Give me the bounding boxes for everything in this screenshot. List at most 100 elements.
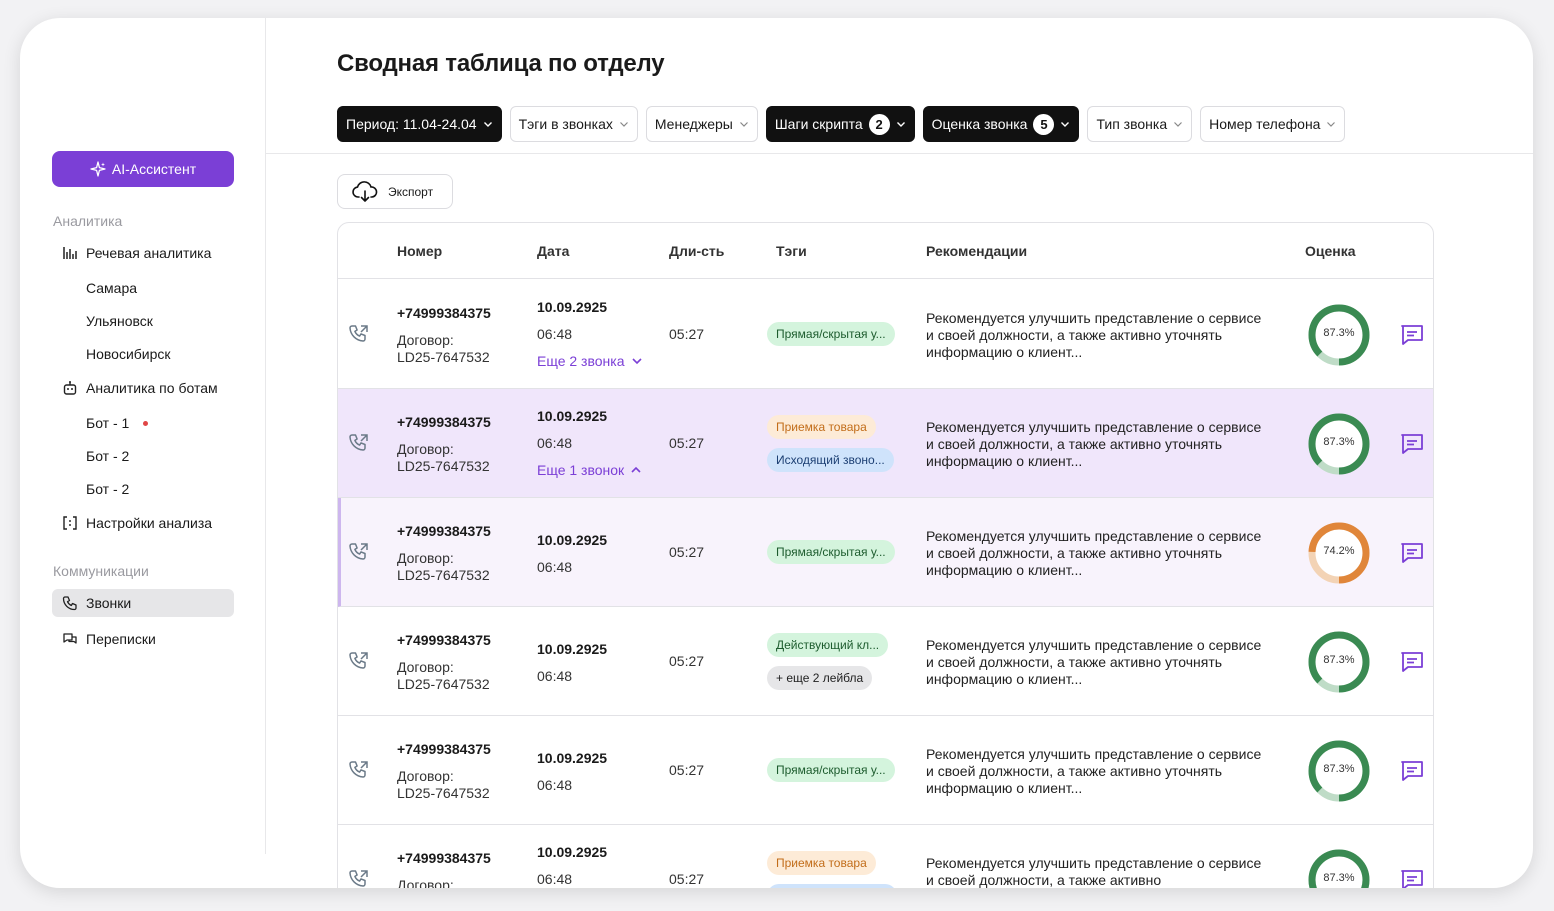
chevron-down-icon [739,122,748,127]
filter-call-type[interactable]: Тип звонка [1087,106,1193,142]
filter-label: Оценка звонка [931,116,1028,132]
contract-label: Договор: [397,768,454,784]
call-date: 10.09.2925 [537,408,608,424]
header-duration[interactable]: Дли-сть [669,243,725,259]
score-label: 87.3% [1323,436,1355,448]
table-header: Номер Дата Дли-сть Тэги Рекомендации Оце… [338,223,1433,279]
more-calls-link[interactable]: Еще 1 звонок [537,462,642,478]
header-tags[interactable]: Тэги [776,243,807,259]
more-labels-badge[interactable]: + еще 2 лейбла [767,666,873,690]
tag-badge[interactable] [767,884,897,888]
phone-number: +74999384375 [397,632,491,648]
message-icon[interactable] [1399,867,1425,888]
call-date: 10.09.2925 [537,844,608,860]
outgoing-call-icon [349,870,368,887]
filter-phone-number[interactable]: Номер телефона [1200,106,1346,142]
table-row[interactable]: +74999384375 Договор: LD25-7647532 10.09… [338,498,1433,607]
table-row[interactable]: +74999384375 Договор: LD25-7647532 10.09… [338,280,1433,389]
recommendation-text: Рекомендуется улучшить представление о с… [926,528,1262,578]
sidebar: AI-Ассистент Аналитика Речевая аналитика… [20,18,266,854]
message-icon[interactable] [1399,431,1425,457]
tag-badge[interactable]: Прямая/скрытая у... [767,758,895,782]
call-time: 06:48 [537,435,573,451]
call-time: 06:48 [537,668,573,684]
phone-number: +74999384375 [397,741,491,757]
filter-tags[interactable]: Тэги в звонках [509,106,638,142]
tag-badge[interactable]: Действующий кл... [767,633,889,657]
header-date[interactable]: Дата [537,243,570,259]
more-calls-link[interactable]: Еще 2 звонка [537,353,643,369]
score-donut-arc [1308,849,1370,888]
message-icon[interactable] [1399,540,1425,566]
contract-label: Договор: [397,332,454,348]
sidebar-item-label: Речевая аналитика [86,245,212,261]
filter-label: Менеджеры [654,116,733,132]
call-time: 06:48 [537,871,573,887]
bar-chart-icon [62,245,78,261]
call-date: 10.09.2925 [537,750,608,766]
tag-badge[interactable]: Приемка товара [767,851,876,875]
table-row[interactable]: +74999384375 Договор: LD25-7647532 10.09… [338,607,1433,716]
filter-period[interactable]: Период: 11.04-24.04 [337,106,502,142]
sidebar-item-analysis-settings[interactable]: Настройки анализа [62,515,212,531]
table-row[interactable]: +74999384375 Договор: LD25-7647532 10.09… [338,389,1433,498]
sidebar-item-bot[interactable]: Бот - 2 [86,448,129,464]
phone-icon [62,595,78,611]
sidebar-item-bots-analytics[interactable]: Аналитика по ботам [62,380,218,396]
recommendation-text: Рекомендуется улучшить представление о с… [926,637,1262,687]
call-duration: 05:27 [669,762,705,778]
sidebar-item-label: Новосибирск [86,346,171,362]
chevron-down-icon [619,122,628,127]
chat-bubbles-icon [62,631,78,647]
more-calls-label: Еще 2 звонка [537,353,625,369]
sidebar-item-bot[interactable]: Бот - 1 [86,415,149,431]
table-row[interactable]: +74999384375 Договор: 10.09.2925 06:48 0… [338,825,1433,888]
contract-label: Договор: [397,550,454,566]
message-icon[interactable] [1399,649,1425,675]
sidebar-item-city[interactable]: Новосибирск [86,346,171,362]
tag-badge[interactable]: Исходящий звоно... [767,448,894,472]
score-label: 87.3% [1323,763,1355,775]
filter-call-rating[interactable]: Оценка звонка 5 [922,106,1080,142]
chevron-up-icon [631,466,641,473]
sidebar-item-speech-analytics[interactable]: Речевая аналитика [62,245,211,261]
score-label: 74.2% [1323,545,1355,557]
header-recommendations[interactable]: Рекомендации [926,243,1028,259]
sidebar-item-bot[interactable]: Бот - 2 [86,481,129,497]
tag-badge[interactable]: Приемка товара [767,415,876,439]
table-row[interactable]: +74999384375 Договор: LD25-7647532 10.09… [338,716,1433,825]
message-icon[interactable] [1399,322,1425,348]
call-time: 06:48 [537,777,573,793]
sidebar-item-city[interactable]: Самара [86,280,137,296]
contract-label: Договор: [397,441,454,457]
ai-assistant-button[interactable]: AI-Ассистент [52,151,234,187]
filter-label: Тип звонка [1096,116,1168,132]
score-donut [1308,740,1370,802]
score-label: 87.3% [1323,654,1355,666]
filter-script-steps[interactable]: Шаги скрипта 2 [765,106,915,142]
tag-badge[interactable]: Прямая/скрытая у... [767,322,895,346]
tag-badge[interactable]: Прямая/скрытая у... [767,540,895,564]
score-donut-arc [1308,631,1370,693]
chevron-down-icon [1327,122,1336,127]
sidebar-item-label: Бот - 1 [86,415,130,431]
call-duration: 05:27 [669,435,705,451]
call-time: 06:48 [537,326,573,342]
notification-dot [143,420,149,426]
sidebar-item-calls[interactable]: Звонки [62,595,131,611]
phone-number: +74999384375 [397,414,491,430]
sidebar-item-city[interactable]: Ульяновск [86,313,153,329]
header-number[interactable]: Номер [397,243,443,259]
export-button[interactable]: Экспорт [337,174,453,209]
outgoing-call-icon [349,652,368,669]
chevron-down-icon [631,358,642,365]
recommendation-text: Рекомендуется улучшить представление о с… [926,310,1262,360]
filter-label: Тэги в звонках [518,116,613,132]
page-title: Сводная таблица по отделу [337,50,665,77]
filter-managers[interactable]: Менеджеры [645,106,758,142]
sidebar-item-chats[interactable]: Переписки [62,631,156,647]
phone-number: +74999384375 [397,523,491,539]
message-icon[interactable] [1399,758,1425,784]
chevron-down-icon [483,122,492,127]
header-rating[interactable]: Оценка [1305,243,1356,259]
